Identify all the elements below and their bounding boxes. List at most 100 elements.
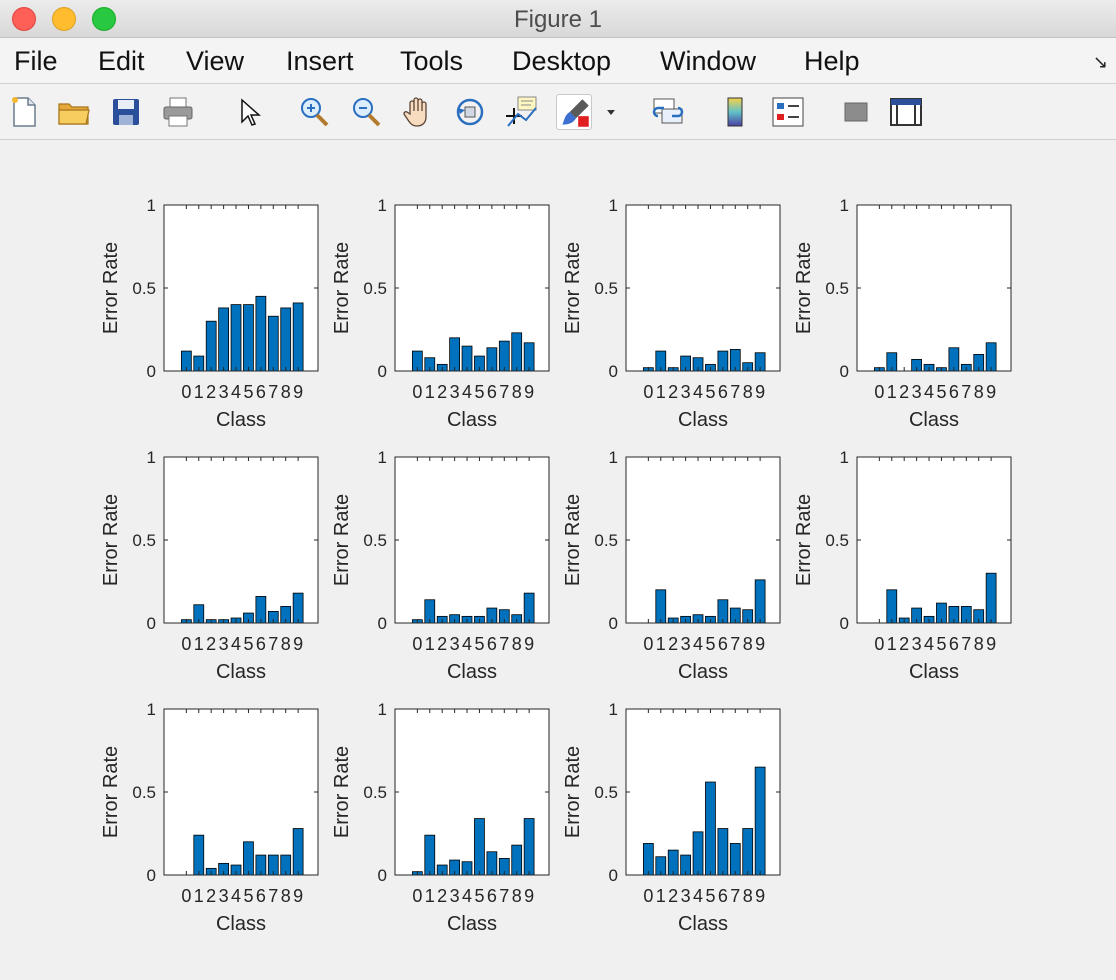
subplot-1-xtick-label-1: 1 [194,382,204,402]
subplot-9-xtick-label-7: 7 [268,886,278,906]
menu-desktop[interactable]: Desktop [512,46,612,76]
subplot-1-xtick-label-8: 8 [281,382,291,402]
subplot-10-xtick-label-3: 3 [450,886,460,906]
subplot-10-xtick-label-4: 4 [462,886,472,906]
subplot-6-xtick-label-0: 0 [412,634,422,654]
subplot-1-bar-class-9 [292,302,304,372]
subplot-7-ytick-label: 1 [609,448,618,467]
figure-canvas[interactable]: 0 0.5 1 0 1 2 3 4 5 6 7 8 9 Class Error Rate 0 0.5 1 0 1 2 3 4… [0,141,1116,980]
subplot-8-xtick-label-8: 8 [974,634,984,654]
subplot-4-xtick-label-7: 7 [961,382,971,402]
subplot-2-xtick-label-5: 5 [474,382,484,402]
subplot-6-ytick-label: 1 [378,448,387,467]
subplot-5-ylabel: Error Rate [100,494,122,586]
zoom-in-icon[interactable] [296,94,332,130]
close-window-button[interactable] [12,7,36,31]
subplot-9-bar-class-1 [193,834,205,876]
subplot-11-ytick-label: 0.5 [594,783,618,802]
zoom-out-icon[interactable] [348,94,384,130]
window-title: Figure 1 [513,6,603,33]
subplot-11-xtick-label-4: 4 [693,886,703,906]
new-figure-icon[interactable] [6,94,42,130]
subplot-2-axes-background [395,205,549,371]
open-file-icon[interactable] [56,94,92,130]
rotate-3d-icon[interactable] [452,94,488,130]
subplot-1-ytick-label: 0 [147,362,156,381]
subplot-3-xtick-label-7: 7 [730,382,740,402]
edit-plot-cursor-icon[interactable] [232,94,268,130]
subplot-10-xtick-label-9: 9 [524,886,534,906]
subplot-6-xtick-label-6: 6 [487,634,497,654]
brush-icon[interactable] [556,94,592,130]
subplot-2-ytick-label: 0 [378,362,387,381]
subplot-11-xtick-label-5: 5 [705,886,715,906]
subplot-1-bar-class-4 [230,304,242,372]
subplot-6-xtick-label-3: 3 [450,634,460,654]
menu-edit[interactable]: Edit [98,46,145,76]
subplot-9-xtick-label-9: 9 [293,886,303,906]
subplot-11-bar-class-8 [742,828,754,876]
subplot-7-xtick-label-9: 9 [755,634,765,654]
subplot-11-ytick-label: 0 [609,866,618,885]
subplot-1-xtick-label-0: 0 [181,382,191,402]
figure-toolbar [0,84,1116,140]
subplot-6-axes-background [395,457,549,623]
subplot-1-xtick-label-2: 2 [206,382,216,402]
subplot-1-xtick-label-7: 7 [268,382,278,402]
subplot-7-xtick-label-0: 0 [643,634,653,654]
subplot-10-bar-class-8 [511,844,523,876]
subplot-1-ylabel: Error Rate [100,242,122,334]
subplot-6-ytick-label: 0 [378,614,387,633]
subplot-2-ytick-label: 1 [378,196,387,215]
subplot-9-bar-class-9 [292,828,304,876]
subplot-2-bar-class-3 [449,337,460,372]
show-plot-tools-icon[interactable] [888,94,924,130]
subplot-4-xtick-label-8: 8 [974,382,984,402]
subplot-4-axes-background [857,205,1011,371]
save-icon[interactable] [108,94,144,130]
subplot-6-xtick-label-8: 8 [512,634,522,654]
link-plot-icon[interactable] [650,94,686,130]
undock-icon[interactable]: ↘ [1092,52,1108,72]
subplot-9-xtick-label-6: 6 [256,886,266,906]
menu-tools[interactable]: Tools [400,46,464,76]
subplot-3-xtick-label-0: 0 [643,382,653,402]
subplot-9-xtick-label-5: 5 [243,886,253,906]
subplot-2-xtick-label-9: 9 [524,382,534,402]
subplot-10-ylabel: Error Rate [331,746,353,838]
subplot-2-xtick-label-3: 3 [450,382,460,402]
subplot-7-xtick-label-8: 8 [743,634,753,654]
insert-colorbar-icon[interactable] [718,94,754,130]
subplot-5-xtick-label-5: 5 [243,634,253,654]
maximize-window-button[interactable] [92,7,116,31]
hide-plot-tools-icon[interactable] [838,94,874,130]
menu-view[interactable]: View [186,46,245,76]
subplot-6-xlabel: Class [447,661,497,683]
subplot-7-xtick-label-4: 4 [693,634,703,654]
subplot-8-ytick-label: 0 [840,614,849,633]
subplot-6-xtick-label-7: 7 [499,634,509,654]
subplot-7-xtick-label-2: 2 [668,634,678,654]
subplot-8-ytick-label: 0.5 [825,531,849,550]
subplot-1-bar-class-7 [267,315,279,372]
data-cursor-icon[interactable] [504,94,540,130]
minimize-window-button[interactable] [52,7,76,31]
subplot-9-xtick-label-1: 1 [194,886,204,906]
subplot-10-xlabel: Class [447,913,497,935]
subplot-4-ytick-label: 0 [840,362,849,381]
insert-legend-icon[interactable] [770,94,806,130]
menu-insert[interactable]: Insert [286,46,354,76]
brush-dropdown-icon[interactable] [600,94,622,130]
subplot-10-xtick-label-8: 8 [512,886,522,906]
subplot-9-bar-class-5 [243,841,254,876]
subplot-4-xtick-label-1: 1 [887,382,897,402]
menu-file[interactable]: File [14,46,58,76]
subplot-2-xlabel: Class [447,409,497,431]
menu-window[interactable]: Window [660,46,757,76]
subplot-8-bar-class-9 [985,572,997,624]
pan-hand-icon[interactable] [400,94,436,130]
subplot-7-xlabel: Class [678,661,728,683]
subplot-1-bar-class-3 [218,307,229,372]
print-icon[interactable] [160,94,196,130]
menu-help[interactable]: Help [804,46,860,76]
